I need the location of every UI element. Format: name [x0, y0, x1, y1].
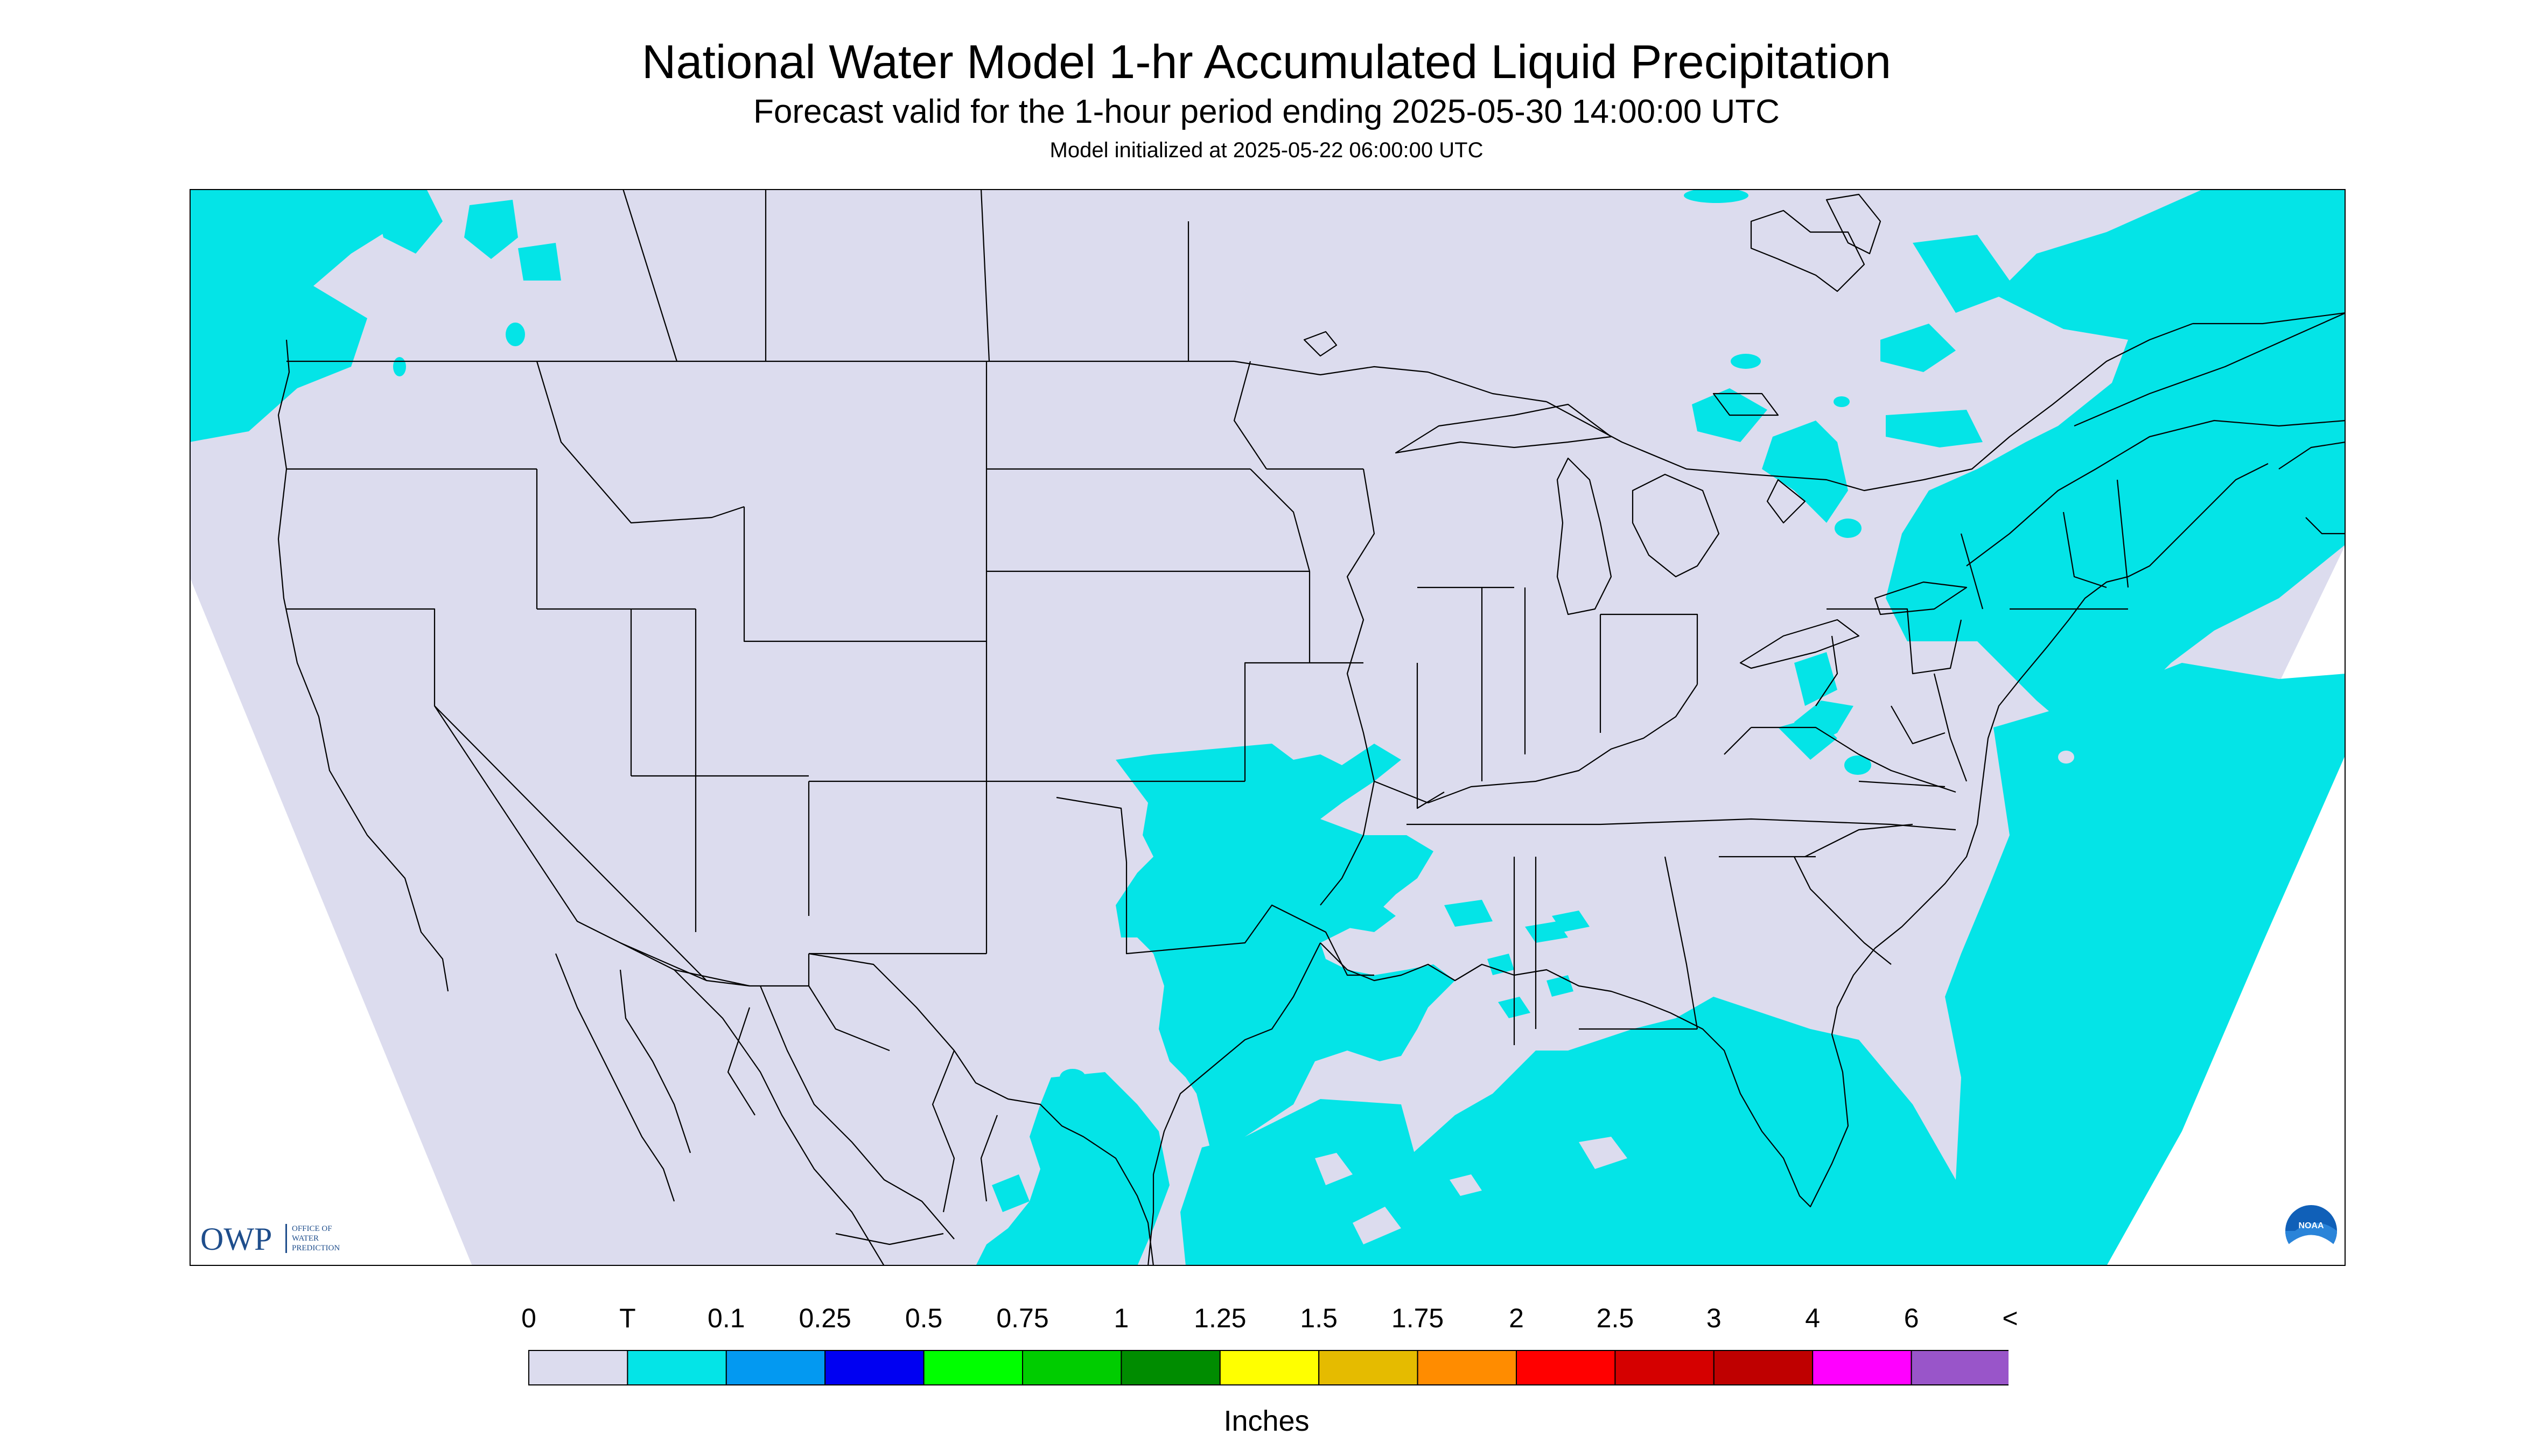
colorbar-swatch — [627, 1350, 727, 1385]
colorbar-swatch — [1417, 1350, 1517, 1385]
colorbar-label: 2 — [1509, 1303, 1524, 1333]
colorbar-swatch — [1713, 1350, 1814, 1385]
noaa-logo-icon: NOAA — [2285, 1205, 2337, 1258]
colorbar-label: 0.75 — [996, 1303, 1049, 1333]
colorbar-swatch — [1812, 1350, 1912, 1385]
colorbar-label: 0.25 — [799, 1303, 851, 1333]
colorbar-label: 0 — [521, 1303, 536, 1333]
colorbar-label: 0.1 — [708, 1303, 745, 1333]
colorbar-label: 0.5 — [905, 1303, 943, 1333]
owp-logo: OWP OFFICE OF WATER PREDICTION — [200, 1221, 340, 1257]
colorbar-swatch — [1219, 1350, 1320, 1385]
colorbar-swatch — [1516, 1350, 1616, 1385]
colorbar-label: 1.5 — [1300, 1303, 1338, 1333]
colorbar-label: T — [619, 1303, 636, 1333]
model-init-line: Model initialized at 2025-05-22 06:00:00… — [1049, 138, 1484, 162]
colorbar-swatch — [725, 1350, 826, 1385]
colorbar-swatch — [1022, 1350, 1122, 1385]
precipitation-map: OWP OFFICE OF WATER PREDICTION NOAA — [190, 189, 2346, 1266]
colorbar-label: 1.75 — [1391, 1303, 1444, 1333]
precipitation-areas — [190, 189, 2346, 1266]
colorbar-label: 4 — [1805, 1303, 1821, 1333]
colorbar-label: 1.25 — [1194, 1303, 1247, 1333]
owp-logo-text: OWP — [200, 1221, 272, 1257]
colorbar-label: 3 — [1706, 1303, 1722, 1333]
owp-logo-subtext-3: PREDICTION — [292, 1244, 340, 1252]
colorbar-swatch — [1614, 1350, 1715, 1385]
map-subtitle: Forecast valid for the 1-hour period end… — [753, 93, 1780, 130]
colorbar-units: Inches — [1223, 1405, 1310, 1437]
map-title: National Water Model 1-hr Accumulated Li… — [641, 35, 1892, 88]
colorbar-swatch — [824, 1350, 925, 1385]
colorbar — [528, 1350, 2009, 1385]
colorbar-swatch — [1911, 1350, 2009, 1385]
colorbar-label: 6 — [1904, 1303, 1919, 1333]
colorbar-swatch — [1121, 1350, 1221, 1385]
noaa-logo-text: NOAA — [2298, 1221, 2324, 1230]
owp-logo-subtext-1: OFFICE OF — [292, 1224, 332, 1233]
boundaries — [277, 189, 2346, 1266]
colorbar-label: 2.5 — [1596, 1303, 1634, 1333]
owp-logo-subtext-2: WATER — [292, 1234, 319, 1243]
colorbar-swatch — [923, 1350, 1023, 1385]
colorbar-swatch — [528, 1350, 628, 1385]
colorbar-label: 1 — [1114, 1303, 1129, 1333]
colorbar-swatch — [1318, 1350, 1418, 1385]
colorbar-label: < — [2002, 1303, 2018, 1333]
